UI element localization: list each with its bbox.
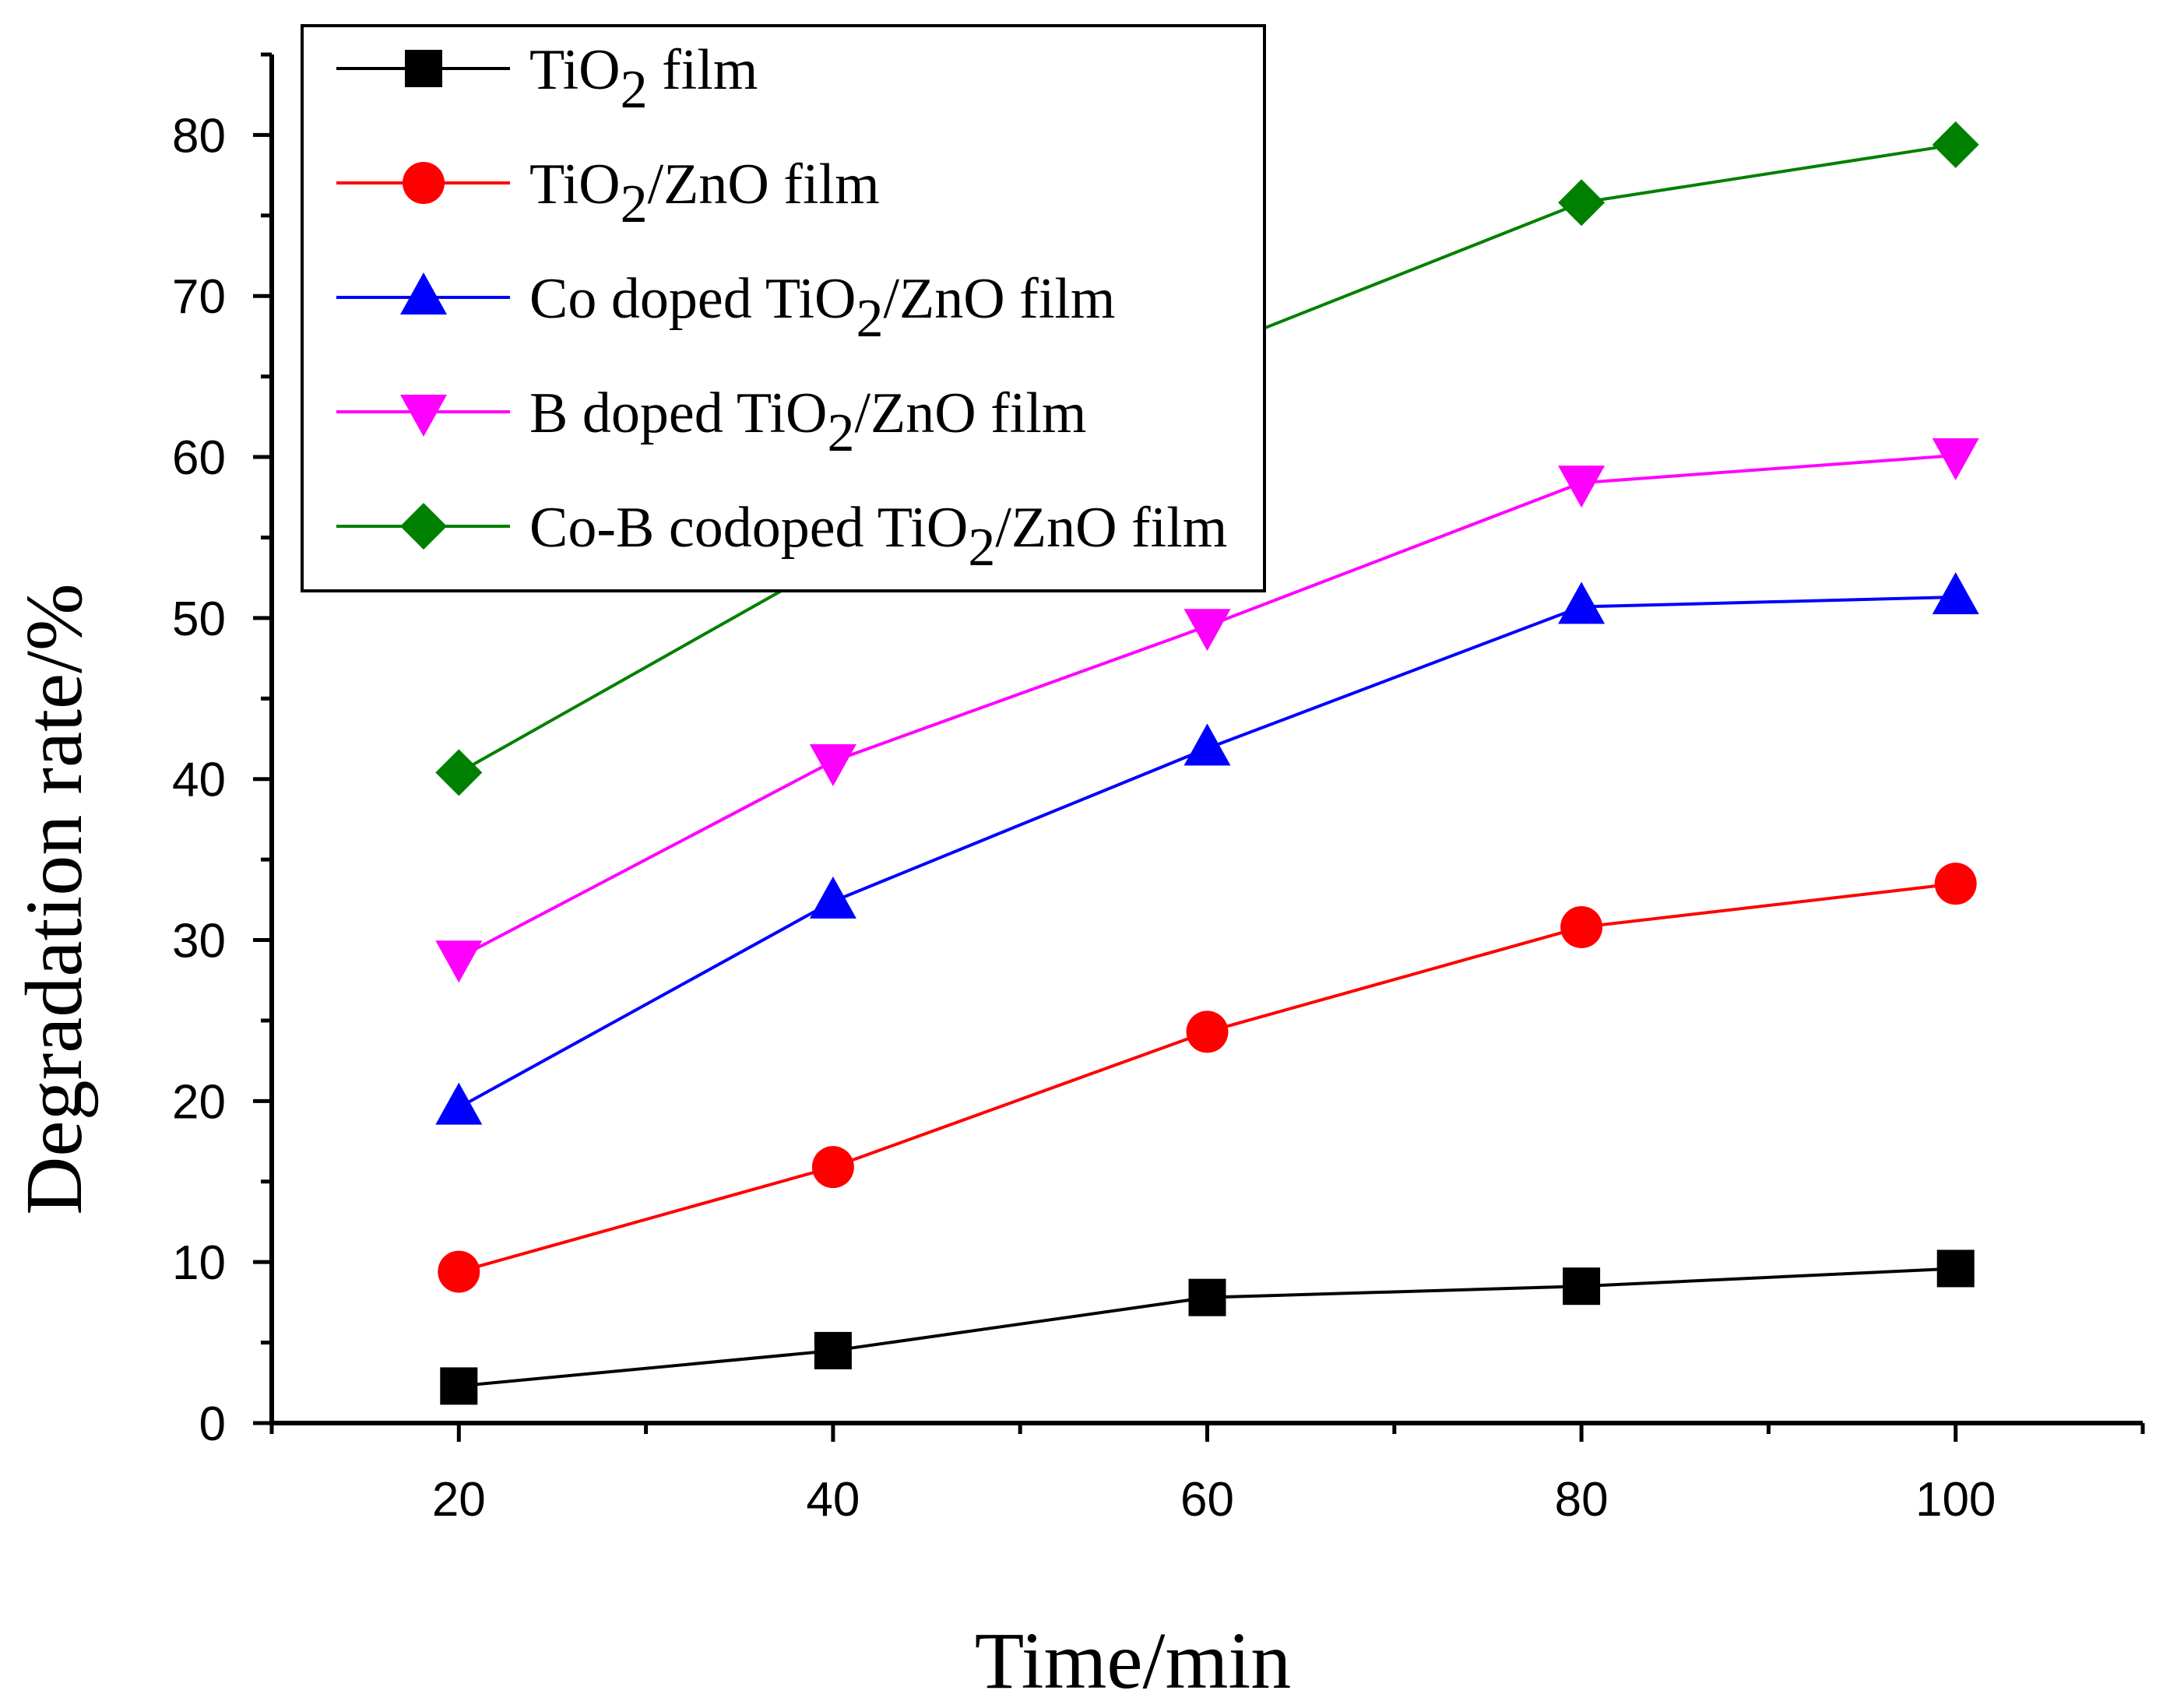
axes: 0 10 20 30 40 50 60 70 80 20 40 60 80 100 [172,52,2145,1527]
data-point [1188,1278,1226,1316]
data-point [435,940,483,983]
data-point [440,1367,478,1405]
data-point [1183,723,1231,766]
legend-label: Co doped TiO2/ZnO film [529,267,1116,349]
legend-label: TiO2 film [529,38,758,120]
y-tick-label: 50 [172,592,226,646]
legend-entry-4: Co-B codoped TiO2/ZnO film [336,496,1227,578]
data-point [1558,582,1606,624]
x-tick-label: 40 [806,1473,860,1527]
data-point [1936,1249,1975,1288]
data-point [1563,1267,1601,1306]
y-ticks: 0 10 20 30 40 50 60 70 80 [172,52,272,1451]
data-point [1932,438,1979,480]
data-point [438,1250,480,1293]
y-tick-label: 80 [172,109,226,163]
legend-label: TiO2/ZnO film [529,153,880,234]
data-point [809,876,856,919]
x-ticks: 20 40 60 80 100 [269,1423,2145,1527]
y-tick-label: 40 [172,754,226,807]
x-tick-label: 20 [432,1473,486,1527]
data-point [1558,466,1606,508]
series-0 [440,1249,1975,1405]
series-2 [435,571,1979,1125]
legend-entry-0: TiO2 film [336,38,758,120]
y-tick-label: 0 [199,1397,226,1451]
legend-entry-1: TiO2/ZnO film [336,153,880,234]
data-point [435,1082,483,1125]
series-line [458,882,1956,1274]
data-point [1932,571,1979,614]
legend-marker [400,503,447,550]
data-point [814,1331,852,1369]
series-1 [438,863,1977,1293]
x-tick-label: 60 [1180,1473,1234,1527]
data-point [811,1146,854,1189]
legend: TiO2 film TiO2/ZnO film Co doped TiO2/ZnO … [301,24,1266,592]
data-point [1932,121,1979,168]
legend-marker [400,395,447,437]
legend-entry-3: B doped TiO2/ZnO film [336,381,1087,463]
y-tick-label: 10 [172,1236,226,1290]
legend-label: Co-B codoped TiO2/ZnO film [529,496,1227,578]
legend-box [301,24,1266,592]
legend-marker [403,162,445,204]
data-point [1934,863,1977,905]
x-axis-title: Time/min [975,1616,1292,1706]
legend-label: B doped TiO2/ZnO film [529,381,1087,463]
data-point [1560,905,1603,948]
data-point [435,749,483,796]
y-tick-label: 70 [172,270,226,324]
series-3 [435,438,1979,983]
y-axis-title: Degradation rate/% [9,583,99,1214]
legend-entry-2: Co doped TiO2/ZnO film [336,267,1116,349]
data-point [1558,179,1606,227]
x-tick-label: 80 [1555,1473,1609,1527]
legend-marker [405,50,442,87]
y-tick-label: 30 [172,915,226,968]
x-tick-label: 100 [1915,1473,1996,1527]
data-point [1186,1010,1229,1053]
legend-marker [400,272,447,315]
y-tick-label: 60 [172,431,226,485]
data-point [809,743,856,786]
y-tick-label: 20 [172,1075,226,1129]
data-point [1183,609,1231,652]
